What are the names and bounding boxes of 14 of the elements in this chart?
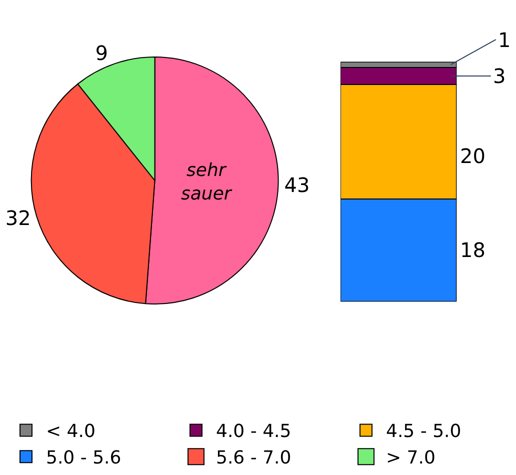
legend-label: 4.5 - 5.0 — [386, 421, 462, 442]
text: sehr sauer — [181, 160, 233, 204]
data-label: 18 — [460, 238, 486, 262]
legend-label: > 7.0 — [386, 448, 436, 469]
data-label: 3 — [493, 64, 506, 88]
data-label: 20 — [460, 144, 486, 168]
data-label: 32 — [5, 206, 31, 230]
legend-label: 5.6 - 7.0 — [216, 448, 292, 469]
legend-label: < 4.0 — [46, 421, 96, 442]
data-label: 9 — [95, 41, 108, 66]
data-label: 43 — [284, 173, 310, 198]
legend-label: 5.0 - 5.6 — [46, 448, 122, 469]
data-label: 1 — [498, 28, 511, 52]
legend-label: 4.0 - 4.5 — [216, 421, 292, 442]
